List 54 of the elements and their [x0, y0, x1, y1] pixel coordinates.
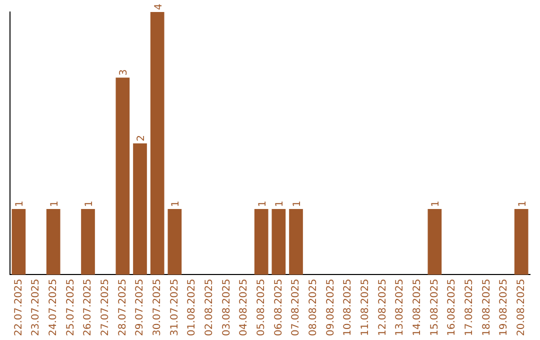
x-tick-label: 13.08.2025	[394, 278, 406, 336]
x-tick-label: 20.08.2025	[516, 278, 527, 336]
x-tick-label: 07.08.2025	[290, 278, 302, 336]
data-label: 1	[49, 200, 60, 208]
x-tick-label: 31.07.2025	[169, 278, 180, 336]
bar	[289, 209, 303, 275]
x-tick-label: 01.08.2025	[186, 278, 198, 336]
x-tick-label: 14.08.2025	[412, 278, 423, 336]
bar	[116, 78, 130, 275]
bar	[81, 209, 95, 275]
bar	[133, 143, 147, 275]
x-tick-label: 15.08.2025	[429, 278, 440, 336]
x-tick-label: 16.08.2025	[446, 278, 458, 336]
x-tick-label: 05.08.2025	[256, 278, 267, 336]
data-label: 2	[136, 134, 147, 142]
x-tick-label: 04.08.2025	[238, 278, 250, 336]
x-tick-label: 11.08.2025	[360, 278, 371, 336]
data-label: 1	[170, 200, 182, 208]
bar	[254, 209, 268, 275]
x-tick-label: 10.08.2025	[342, 278, 354, 336]
bar	[150, 12, 164, 275]
x-tick-label: 08.08.2025	[308, 278, 319, 336]
data-label: 1	[257, 200, 268, 208]
data-label: 1	[84, 200, 95, 208]
x-tick-label: 24.07.2025	[48, 278, 59, 336]
data-label: 3	[118, 69, 130, 76]
bar	[12, 209, 26, 275]
x-tick-label: 22.07.2025	[13, 278, 24, 336]
data-label: 1	[274, 200, 286, 208]
x-tick-label: 28.07.2025	[117, 278, 128, 336]
x-tick-label: 26.07.2025	[82, 278, 94, 336]
data-label: 4	[153, 4, 164, 10]
x-tick-label: 09.08.2025	[325, 278, 336, 336]
bar	[46, 209, 60, 275]
x-tick-label: 25.07.2025	[65, 278, 76, 336]
x-tick-label: 17.08.2025	[464, 278, 475, 336]
bar	[428, 209, 442, 275]
data-label: 1	[292, 200, 303, 208]
data-label: 1	[430, 200, 442, 208]
x-tick-label: 03.08.2025	[221, 278, 232, 336]
x-tick-label: 27.07.2025	[100, 278, 111, 336]
data-label: 1	[14, 200, 26, 208]
x-tick-label: 29.07.2025	[134, 278, 146, 336]
bar	[168, 209, 182, 275]
bar	[514, 209, 528, 275]
x-tick-label: 02.08.2025	[204, 278, 215, 336]
bar	[272, 209, 286, 275]
x-tick-label: 30.07.2025	[152, 278, 163, 336]
x-tick-label: 18.08.2025	[481, 278, 492, 336]
x-tick-label: 06.08.2025	[273, 278, 284, 336]
x-tick-label: 23.07.2025	[30, 278, 42, 336]
x-tick-label: 19.08.2025	[498, 278, 510, 336]
x-tick-label: 12.08.2025	[377, 278, 388, 336]
data-label: 1	[517, 200, 528, 208]
